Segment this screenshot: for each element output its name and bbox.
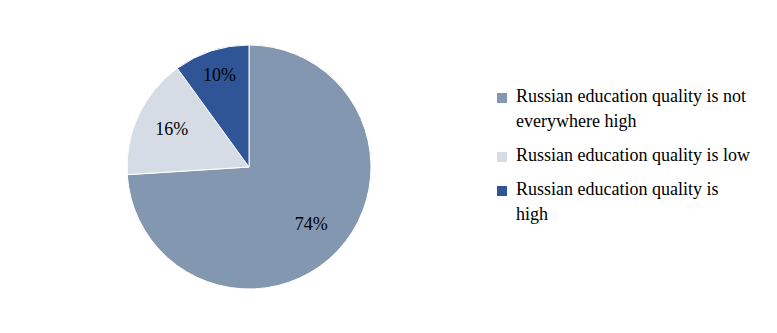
data-label: 74% bbox=[295, 214, 328, 234]
data-label: 16% bbox=[155, 119, 188, 139]
legend-label: Russian education quality is low bbox=[516, 145, 750, 165]
slices bbox=[127, 45, 371, 289]
data-labels: 74% 16% 10% bbox=[155, 65, 328, 234]
legend-swatch bbox=[497, 186, 507, 196]
legend-swatch bbox=[497, 152, 507, 162]
legend-swatch bbox=[497, 93, 507, 103]
legend: Russian education quality is noteverywhe… bbox=[497, 86, 750, 224]
pie-slice bbox=[127, 45, 371, 289]
legend-label: Russian education quality ishigh bbox=[516, 179, 718, 224]
chart: 74% 16% 10% Russian education quality is no… bbox=[0, 0, 777, 333]
legend-label: Russian education quality is noteverywhe… bbox=[516, 86, 746, 131]
pie-slice bbox=[177, 45, 249, 167]
data-label: 10% bbox=[203, 65, 236, 85]
